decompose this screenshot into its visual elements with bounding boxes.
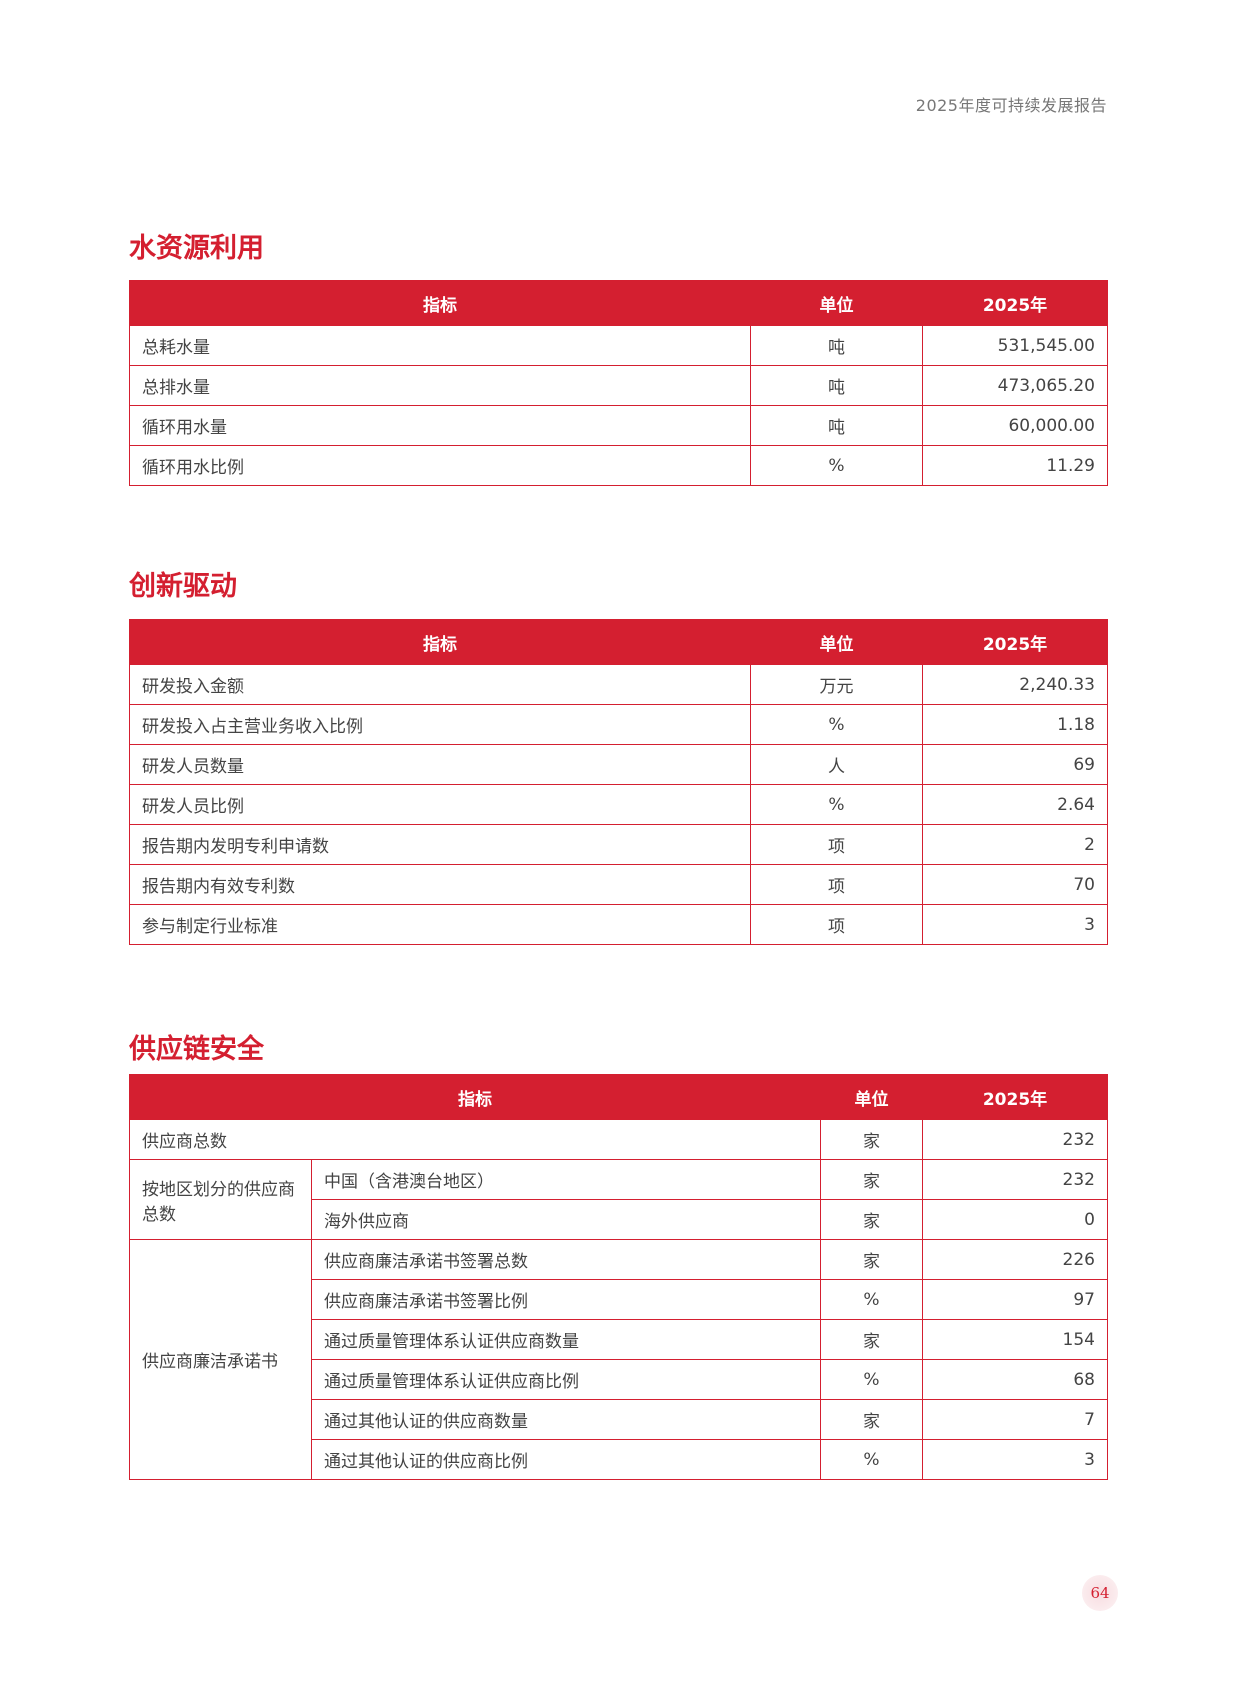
report-title: 2025年度可持续发展报告: [915, 96, 1107, 115]
unit-cell: 吨: [750, 365, 923, 406]
col-header-unit: 单位: [820, 1074, 923, 1120]
water-table: 指标 单位 2025年 总耗水量吨 531,545.00 总排水量吨 473,065.…: [129, 280, 1108, 486]
value-cell: 68: [922, 1359, 1108, 1400]
unit-cell: 家: [820, 1399, 923, 1440]
unit-cell: 吨: [750, 325, 923, 366]
indicator-cell: 供应商总数: [129, 1119, 821, 1160]
indicator-cell: 总耗水量: [129, 325, 751, 366]
unit-cell: 家: [820, 1159, 923, 1200]
indicator-cell: 通过质量管理体系认证供应商比例: [311, 1359, 821, 1400]
value-cell: 3: [922, 1439, 1108, 1480]
unit-cell: 吨: [750, 405, 923, 446]
page-number: 64: [1082, 1575, 1118, 1611]
value-cell: 11.29: [922, 445, 1108, 486]
indicator-cell: 通过其他认证的供应商比例: [311, 1439, 821, 1480]
unit-cell: %: [750, 704, 923, 745]
indicator-cell: 总排水量: [129, 365, 751, 406]
unit-cell: 项: [750, 824, 923, 865]
table-row: 通过质量管理体系认证供应商比例% 68: [130, 1359, 1108, 1400]
table-row: 参与制定行业标准项 3: [129, 904, 1108, 945]
value-cell: 2: [922, 824, 1108, 865]
table-row: 报告期内有效专利数项 70: [129, 864, 1108, 905]
unit-cell: %: [750, 445, 923, 486]
value-cell: 1.18: [922, 704, 1108, 745]
unit-cell: %: [820, 1359, 923, 1400]
value-cell: 226: [922, 1239, 1108, 1280]
indicator-cell: 循环用水量: [129, 405, 751, 446]
group-cell: 供应商廉洁承诺书: [129, 1239, 312, 1480]
value-cell: 70: [922, 864, 1108, 905]
value-cell: 154: [922, 1319, 1108, 1360]
section-title-supply: 供应链安全: [129, 1034, 264, 1065]
unit-cell: 项: [750, 864, 923, 905]
col-header-indicator: 指标: [129, 1074, 821, 1120]
value-cell: 473,065.20: [922, 365, 1108, 406]
table-row: 循环用水比例% 11.29: [129, 445, 1108, 486]
indicator-cell: 研发投入金额: [129, 664, 751, 705]
innovation-table: 指标 单位 2025年 研发投入金额 万元 2,240.33 研发投入占主营业务收入比…: [129, 619, 1108, 945]
unit-cell: 家: [820, 1199, 923, 1240]
col-header-year: 2025年: [922, 619, 1108, 665]
value-cell: 0: [922, 1199, 1108, 1240]
indicator-cell: 参与制定行业标准: [129, 904, 751, 945]
value-cell: 531,545.00: [922, 325, 1108, 366]
table-row: 总耗水量吨 531,545.00: [129, 325, 1108, 366]
col-header-year: 2025年: [922, 280, 1108, 326]
indicator-cell: 研发投入占主营业务收入比例: [129, 704, 751, 745]
unit-cell: 项: [750, 904, 923, 945]
indicator-cell: 循环用水比例: [129, 445, 751, 486]
unit-cell: 人: [750, 744, 923, 785]
indicator-cell: 海外供应商: [311, 1199, 821, 1240]
table-row: 报告期内发明专利申请数项 2: [129, 824, 1108, 865]
indicator-cell: 通过其他认证的供应商数量: [311, 1399, 821, 1440]
value-cell: 60,000.00: [922, 405, 1108, 446]
table-row: 研发人员数量人 69: [129, 744, 1108, 785]
table-row: 研发人员比例% 2.64: [129, 784, 1108, 825]
unit-cell: %: [820, 1279, 923, 1320]
value-cell: 97: [922, 1279, 1108, 1320]
value-cell: 232: [922, 1119, 1108, 1160]
indicator-cell: 研发人员数量: [129, 744, 751, 785]
col-header-indicator: 指标: [129, 280, 751, 326]
indicator-cell: 中国（含港澳台地区）: [311, 1159, 821, 1200]
table-row: 循环用水量吨 60,000.00: [129, 405, 1108, 446]
unit-cell: 家: [820, 1239, 923, 1280]
unit-cell: 家: [820, 1319, 923, 1360]
indicator-cell: 供应商廉洁承诺书签署比例: [311, 1279, 821, 1320]
indicator-cell: 报告期内有效专利数: [129, 864, 751, 905]
col-header-year: 2025年: [922, 1074, 1108, 1120]
table-row: 供应商总数 家 232: [129, 1119, 1108, 1160]
table-row: 总排水量吨 473,065.20: [129, 365, 1108, 406]
unit-cell: %: [750, 784, 923, 825]
value-cell: 3: [922, 904, 1108, 945]
table-row: 通过质量管理体系认证供应商数量家 154: [130, 1319, 1108, 1360]
value-cell: 232: [922, 1159, 1108, 1200]
table-row: 供应商廉洁承诺书 供应商廉洁承诺书签署总数家 226: [129, 1239, 1108, 1480]
section-title-innovation: 创新驱动: [129, 571, 237, 602]
value-cell: 2.64: [922, 784, 1108, 825]
table-row: 按地区划分的供应商总数 中国（含港澳台地区）家 232: [129, 1159, 1108, 1240]
indicator-cell: 通过质量管理体系认证供应商数量: [311, 1319, 821, 1360]
table-row: 研发投入占主营业务收入比例% 1.18: [129, 704, 1108, 745]
section-title-water: 水资源利用: [129, 233, 264, 264]
col-header-unit: 单位: [750, 280, 923, 326]
supply-table: 指标 单位 2025年 供应商总数 家 232 按地区划分的供应商总数 中国（含港…: [129, 1074, 1108, 1480]
table-row: 通过其他认证的供应商比例% 3: [130, 1439, 1108, 1480]
unit-cell: 家: [820, 1119, 923, 1160]
value-cell: 2,240.33: [922, 664, 1108, 705]
indicator-cell: 供应商廉洁承诺书签署总数: [311, 1239, 821, 1280]
unit-cell: 万元: [750, 664, 923, 705]
indicator-cell: 报告期内发明专利申请数: [129, 824, 751, 865]
value-cell: 69: [922, 744, 1108, 785]
unit-cell: %: [820, 1439, 923, 1480]
group-cell: 按地区划分的供应商总数: [129, 1159, 312, 1240]
table-row: 海外供应商家 0: [130, 1199, 1108, 1240]
table-row: 研发投入金额 万元 2,240.33: [129, 664, 1108, 705]
indicator-cell: 研发人员比例: [129, 784, 751, 825]
value-cell: 7: [922, 1399, 1108, 1440]
col-header-unit: 单位: [750, 619, 923, 665]
col-header-indicator: 指标: [129, 619, 751, 665]
